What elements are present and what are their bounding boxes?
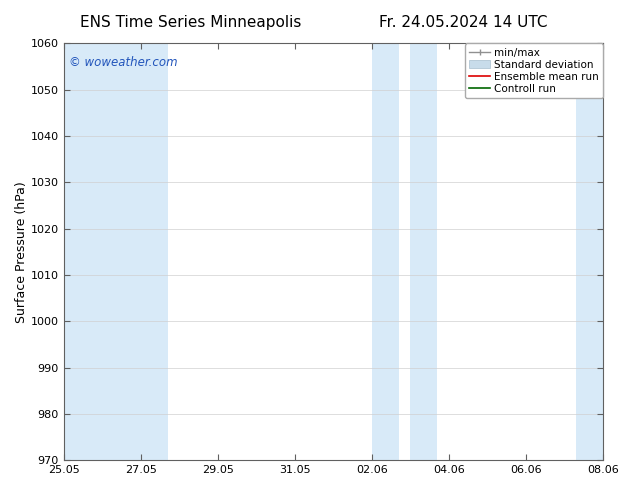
Bar [410,44,437,460]
Legend: min/max, Standard deviation, Ensemble mean run, Controll run: min/max, Standard deviation, Ensemble me… [465,44,603,98]
Y-axis label: Surface Pressure (hPa): Surface Pressure (hPa) [15,181,28,323]
Bar [141,44,168,460]
Bar [64,44,141,460]
Text: © woweather.com: © woweather.com [69,56,178,69]
Text: Fr. 24.05.2024 14 UTC: Fr. 24.05.2024 14 UTC [378,15,547,30]
Text: ENS Time Series Minneapolis: ENS Time Series Minneapolis [79,15,301,30]
Bar [576,44,603,460]
Bar [372,44,399,460]
